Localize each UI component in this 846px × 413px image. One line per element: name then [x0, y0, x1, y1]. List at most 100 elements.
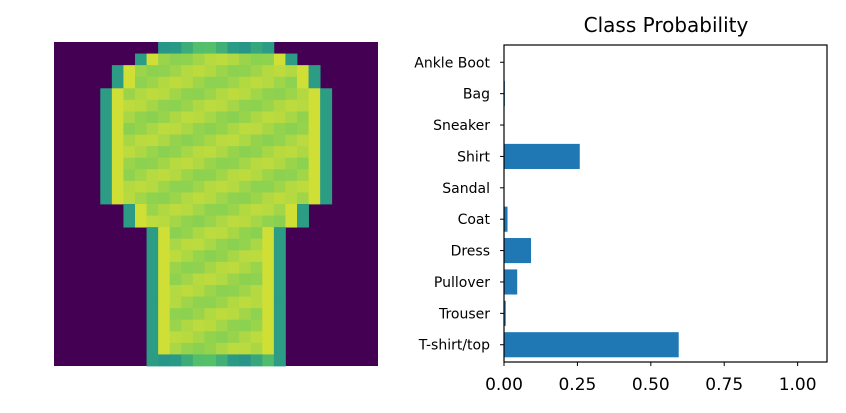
image-pixel — [227, 319, 240, 332]
image-pixel — [320, 88, 333, 101]
image-pixel — [181, 285, 194, 297]
image-pixel — [135, 88, 147, 101]
image-pixel — [181, 238, 194, 251]
image-pixel — [297, 192, 309, 205]
image-pixel — [273, 204, 286, 216]
image-pixel — [250, 180, 263, 193]
image-pixel — [227, 204, 240, 216]
image-pixel — [181, 215, 194, 228]
image-pixel — [250, 238, 263, 251]
image-pixel — [227, 65, 240, 78]
image-pixel — [250, 146, 263, 159]
image-pixel — [169, 192, 182, 205]
image-pixel — [308, 180, 321, 193]
image-pixel — [273, 99, 286, 112]
x-tick-label: 0.00 — [485, 375, 523, 395]
image-pixel — [169, 76, 182, 89]
image-pixel — [320, 180, 333, 193]
image-pixel — [262, 53, 275, 66]
image-pixel — [181, 250, 194, 263]
image-pixel — [181, 53, 194, 66]
image-pixel — [227, 285, 240, 297]
image-pixel — [135, 204, 147, 216]
image-pixel — [273, 65, 286, 78]
image-pixel — [216, 285, 228, 297]
image-pixel — [204, 180, 217, 193]
image-pixel — [123, 157, 136, 170]
image-pixel — [262, 273, 275, 286]
image-pixel — [320, 192, 333, 205]
image-pixel — [181, 157, 194, 170]
image-pixel — [135, 123, 147, 135]
image-pixel — [192, 111, 205, 124]
image-pixel — [204, 261, 217, 274]
image-pixel — [169, 65, 182, 78]
image-pixel — [297, 215, 309, 228]
image-pixel — [262, 238, 275, 251]
image-pixel — [297, 146, 309, 159]
image-pixel — [262, 192, 275, 205]
image-pixel — [239, 111, 252, 124]
image-pixel — [262, 169, 275, 182]
image-pixel — [239, 123, 252, 135]
image-pixel — [262, 319, 275, 332]
image-pixel — [158, 308, 171, 321]
image-pixel — [285, 180, 298, 193]
image-pixel — [158, 319, 171, 332]
image-pixel — [262, 157, 275, 170]
bar-chart: T-shirt/top Trouser Pullover Dress Coat Sanda… — [414, 44, 828, 395]
image-pixel — [227, 134, 240, 147]
image-pixel — [273, 227, 286, 240]
image-pixel — [123, 65, 136, 78]
image-pixel — [100, 157, 113, 170]
image-pixel — [100, 123, 113, 135]
image-pixel — [239, 42, 252, 54]
image-pixel — [216, 319, 228, 332]
image-pixel — [169, 273, 182, 286]
bar-pullover — [504, 269, 518, 295]
image-pixel — [204, 192, 217, 205]
image-pixel — [216, 169, 228, 182]
x-tick-label: 0.25 — [558, 375, 596, 395]
image-pixel — [169, 111, 182, 124]
image-pixel — [135, 215, 147, 228]
image-pixel — [250, 354, 263, 367]
image-pixel — [273, 296, 286, 309]
image-pixel — [169, 331, 182, 344]
image-pixel — [250, 169, 263, 182]
y-tick-label-coat: Coat — [458, 212, 491, 228]
image-pixel — [158, 261, 171, 274]
image-pixel — [169, 342, 182, 355]
image-pixel — [169, 319, 182, 332]
image-pixel — [100, 111, 113, 124]
image-pixel — [181, 123, 194, 135]
image-pixel — [285, 111, 298, 124]
image-pixel — [216, 250, 228, 263]
image-pixel — [320, 169, 333, 182]
bar-trouser — [504, 300, 506, 326]
image-pixel — [285, 88, 298, 101]
image-pixel — [181, 227, 194, 240]
image-pixel — [192, 215, 205, 228]
image-pixel — [204, 146, 217, 159]
image-pixel — [227, 123, 240, 135]
image-pixel — [239, 204, 252, 216]
image-pixel — [146, 250, 159, 263]
image-pixel — [320, 99, 333, 112]
image-pixel — [181, 169, 194, 182]
image-pixel — [227, 308, 240, 321]
bar-t-shirt-top — [504, 332, 679, 358]
image-pixel — [273, 192, 286, 205]
image-pixel — [181, 204, 194, 216]
image-pixel — [135, 65, 147, 78]
image-pixel — [297, 157, 309, 170]
bar-dress — [504, 238, 532, 264]
image-pixel — [146, 319, 159, 332]
image-pixel — [227, 238, 240, 251]
image-pixel — [158, 250, 171, 263]
image-pixel — [285, 169, 298, 182]
bar-shirt — [504, 143, 580, 169]
image-pixel — [204, 157, 217, 170]
image-pixel — [181, 88, 194, 101]
